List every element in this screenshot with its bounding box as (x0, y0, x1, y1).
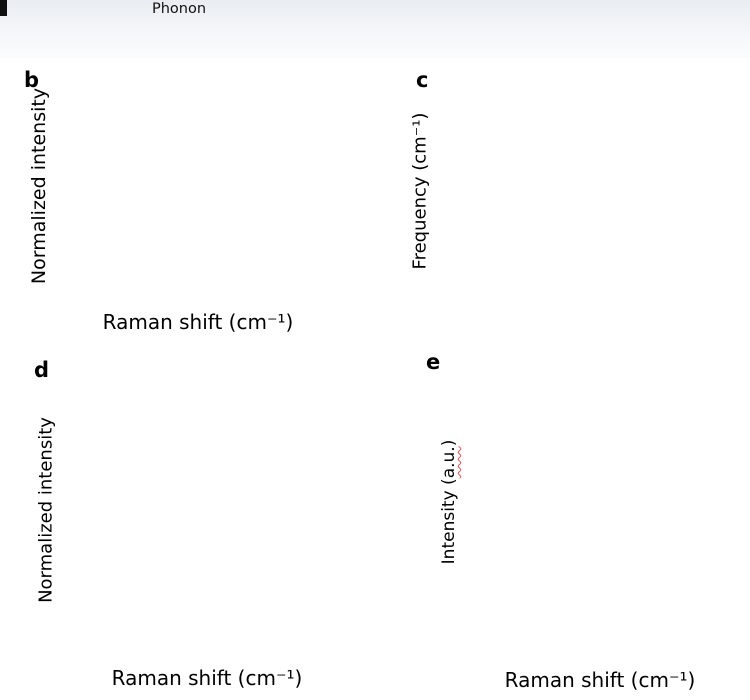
panel-e-x-axis-label: Raman shift (cm⁻¹) (504, 668, 696, 692)
panel-letter-e: e (426, 350, 441, 374)
panel-b-x-axis-label: Raman shift (cm⁻¹) (102, 310, 294, 334)
atomic-chain-graphic (0, 0, 750, 58)
panel-letter-d: d (34, 358, 50, 382)
panel-b-raman-chart (0, 68, 400, 344)
panel-d-x-axis-label: Raman shift (cm⁻¹) (111, 666, 303, 690)
panel-d-temperature-raman-chart (0, 340, 430, 700)
panel-e-pressure-raman-chart (430, 340, 750, 700)
panel-c-y-axis-label: Frequency (cm⁻¹) (409, 112, 431, 270)
panel-c-phonon-dispersion-chart (400, 68, 750, 344)
phonon-label: Phonon (152, 1, 207, 17)
panel-a-crop: Phonon (0, 0, 750, 58)
crop-artifact-mark (0, 0, 7, 16)
au-misspell-underline: a.u. (439, 446, 459, 479)
panel-b-y-axis-label: Normalized intensity (28, 87, 50, 285)
panel-letter-c: c (416, 68, 429, 92)
panel-e-y-axis-label: Intensity (a.u.) (439, 439, 459, 565)
panel-d-y-axis-label: Normalized intensity (35, 417, 57, 603)
panel-letter-b: b (24, 68, 40, 92)
